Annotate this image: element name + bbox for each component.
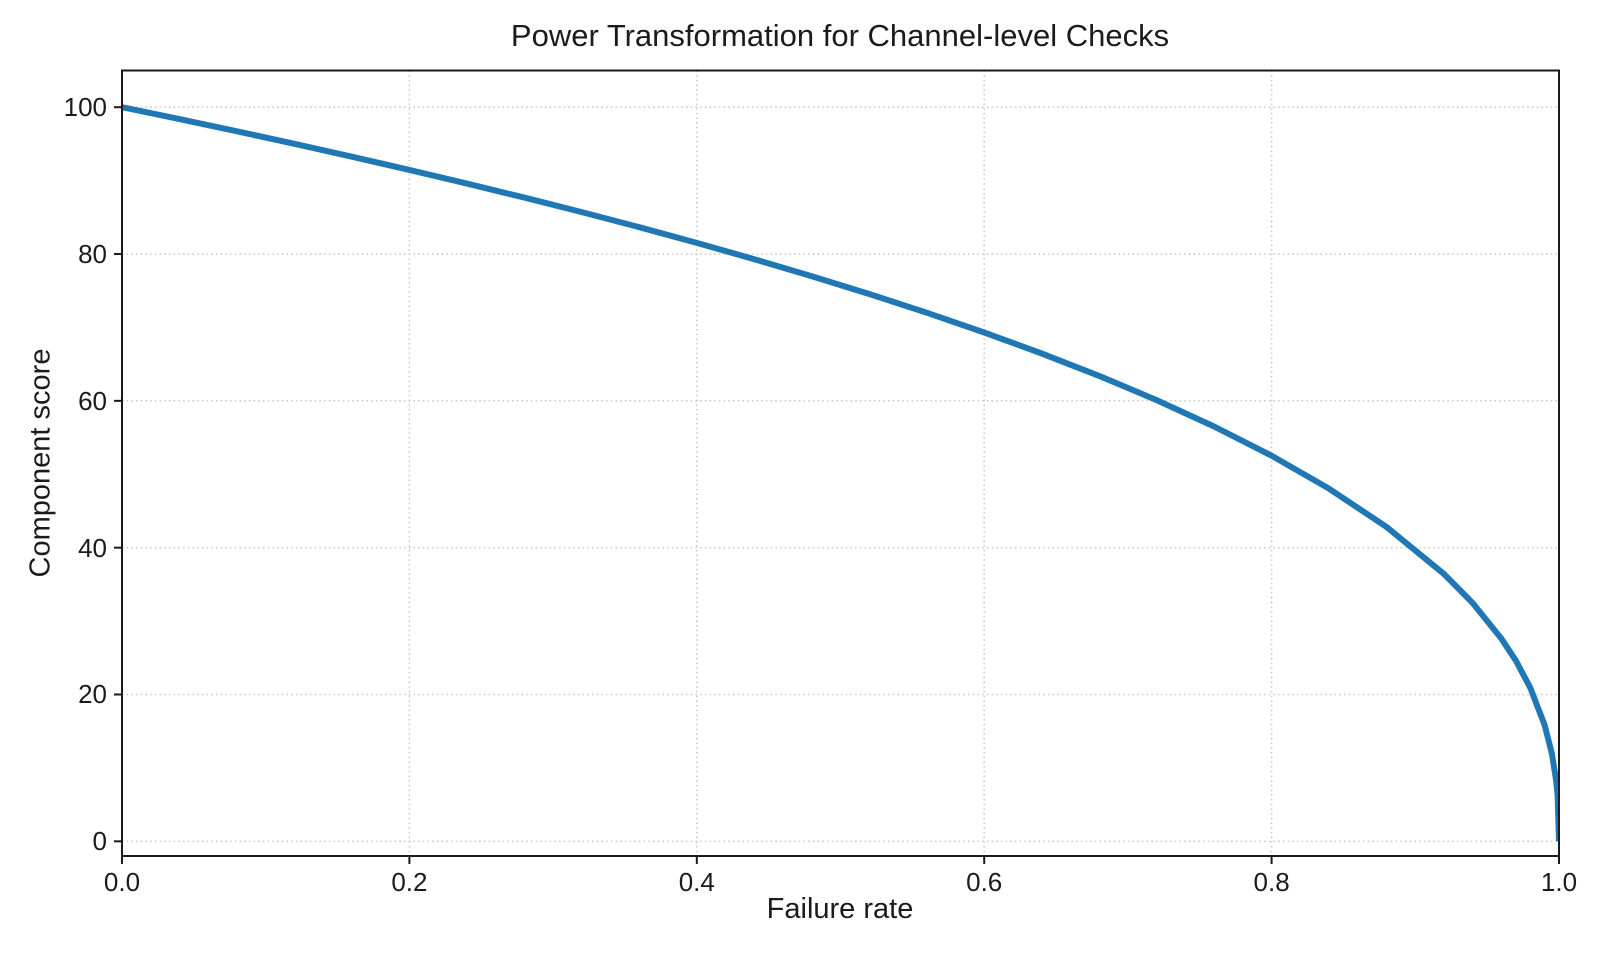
y-tick-label-0: 0 [92,826,107,857]
x-tick-label-2: 0.4 [678,867,715,897]
plot-border [121,69,1560,857]
y-tick-label-5: 100 [63,92,107,123]
x-tick-label-3: 0.6 [966,867,1003,897]
chart-title: Power Transformation for Channel-level C… [510,18,1170,53]
x-tick-label-0: 0.0 [103,867,141,897]
y-tick-label-3: 60 [78,385,107,416]
x-tick-label-5: 1.0 [1540,867,1578,897]
y-tick-label-1: 20 [78,679,107,710]
y-tick-label-4: 80 [78,239,107,270]
y-axis-label: Component score [24,348,57,578]
x-axis-label: Failure rate [766,893,914,925]
x-tick-label-4: 0.8 [1253,867,1290,897]
series-line [122,104,1559,842]
x-tick-label-1: 0.2 [391,867,428,897]
y-tick-label-2: 40 [78,532,107,563]
